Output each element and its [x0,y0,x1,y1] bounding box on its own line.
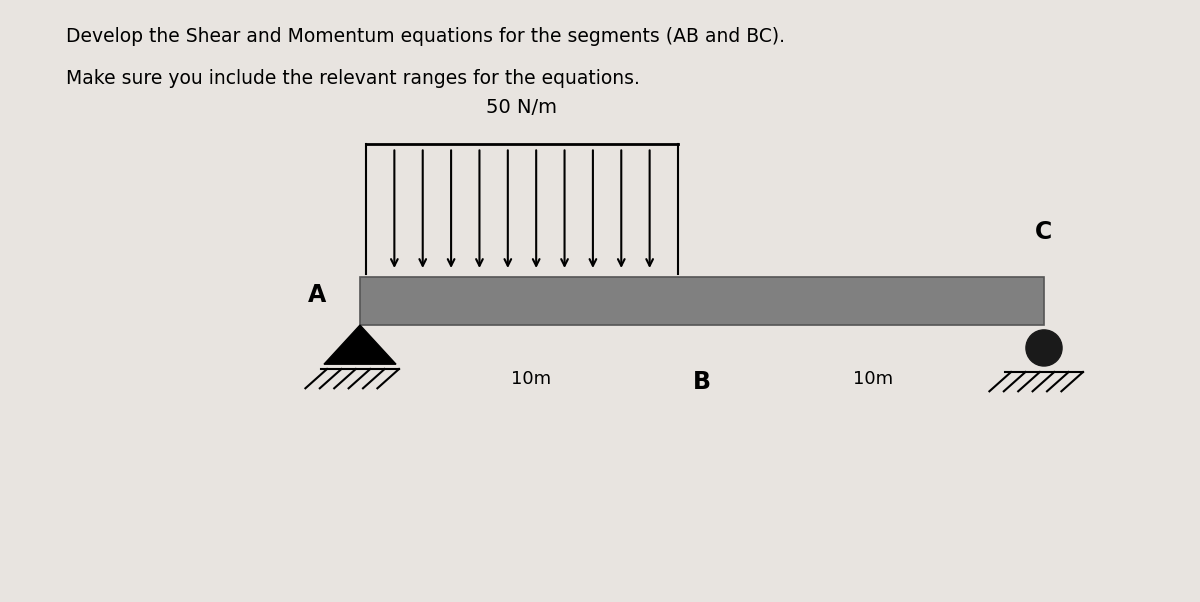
Polygon shape [324,325,396,364]
Text: B: B [694,370,710,394]
Text: Make sure you include the relevant ranges for the equations.: Make sure you include the relevant range… [66,69,640,88]
Bar [360,277,1044,325]
Text: 10m: 10m [511,370,551,388]
Text: Develop the Shear and Momentum equations for the segments (AB and BC).: Develop the Shear and Momentum equations… [66,27,785,46]
Text: C: C [1036,220,1052,244]
Text: A: A [308,283,326,307]
Text: 50 N/m: 50 N/m [486,98,558,117]
Text: 10m: 10m [853,370,893,388]
Ellipse shape [1026,330,1062,366]
